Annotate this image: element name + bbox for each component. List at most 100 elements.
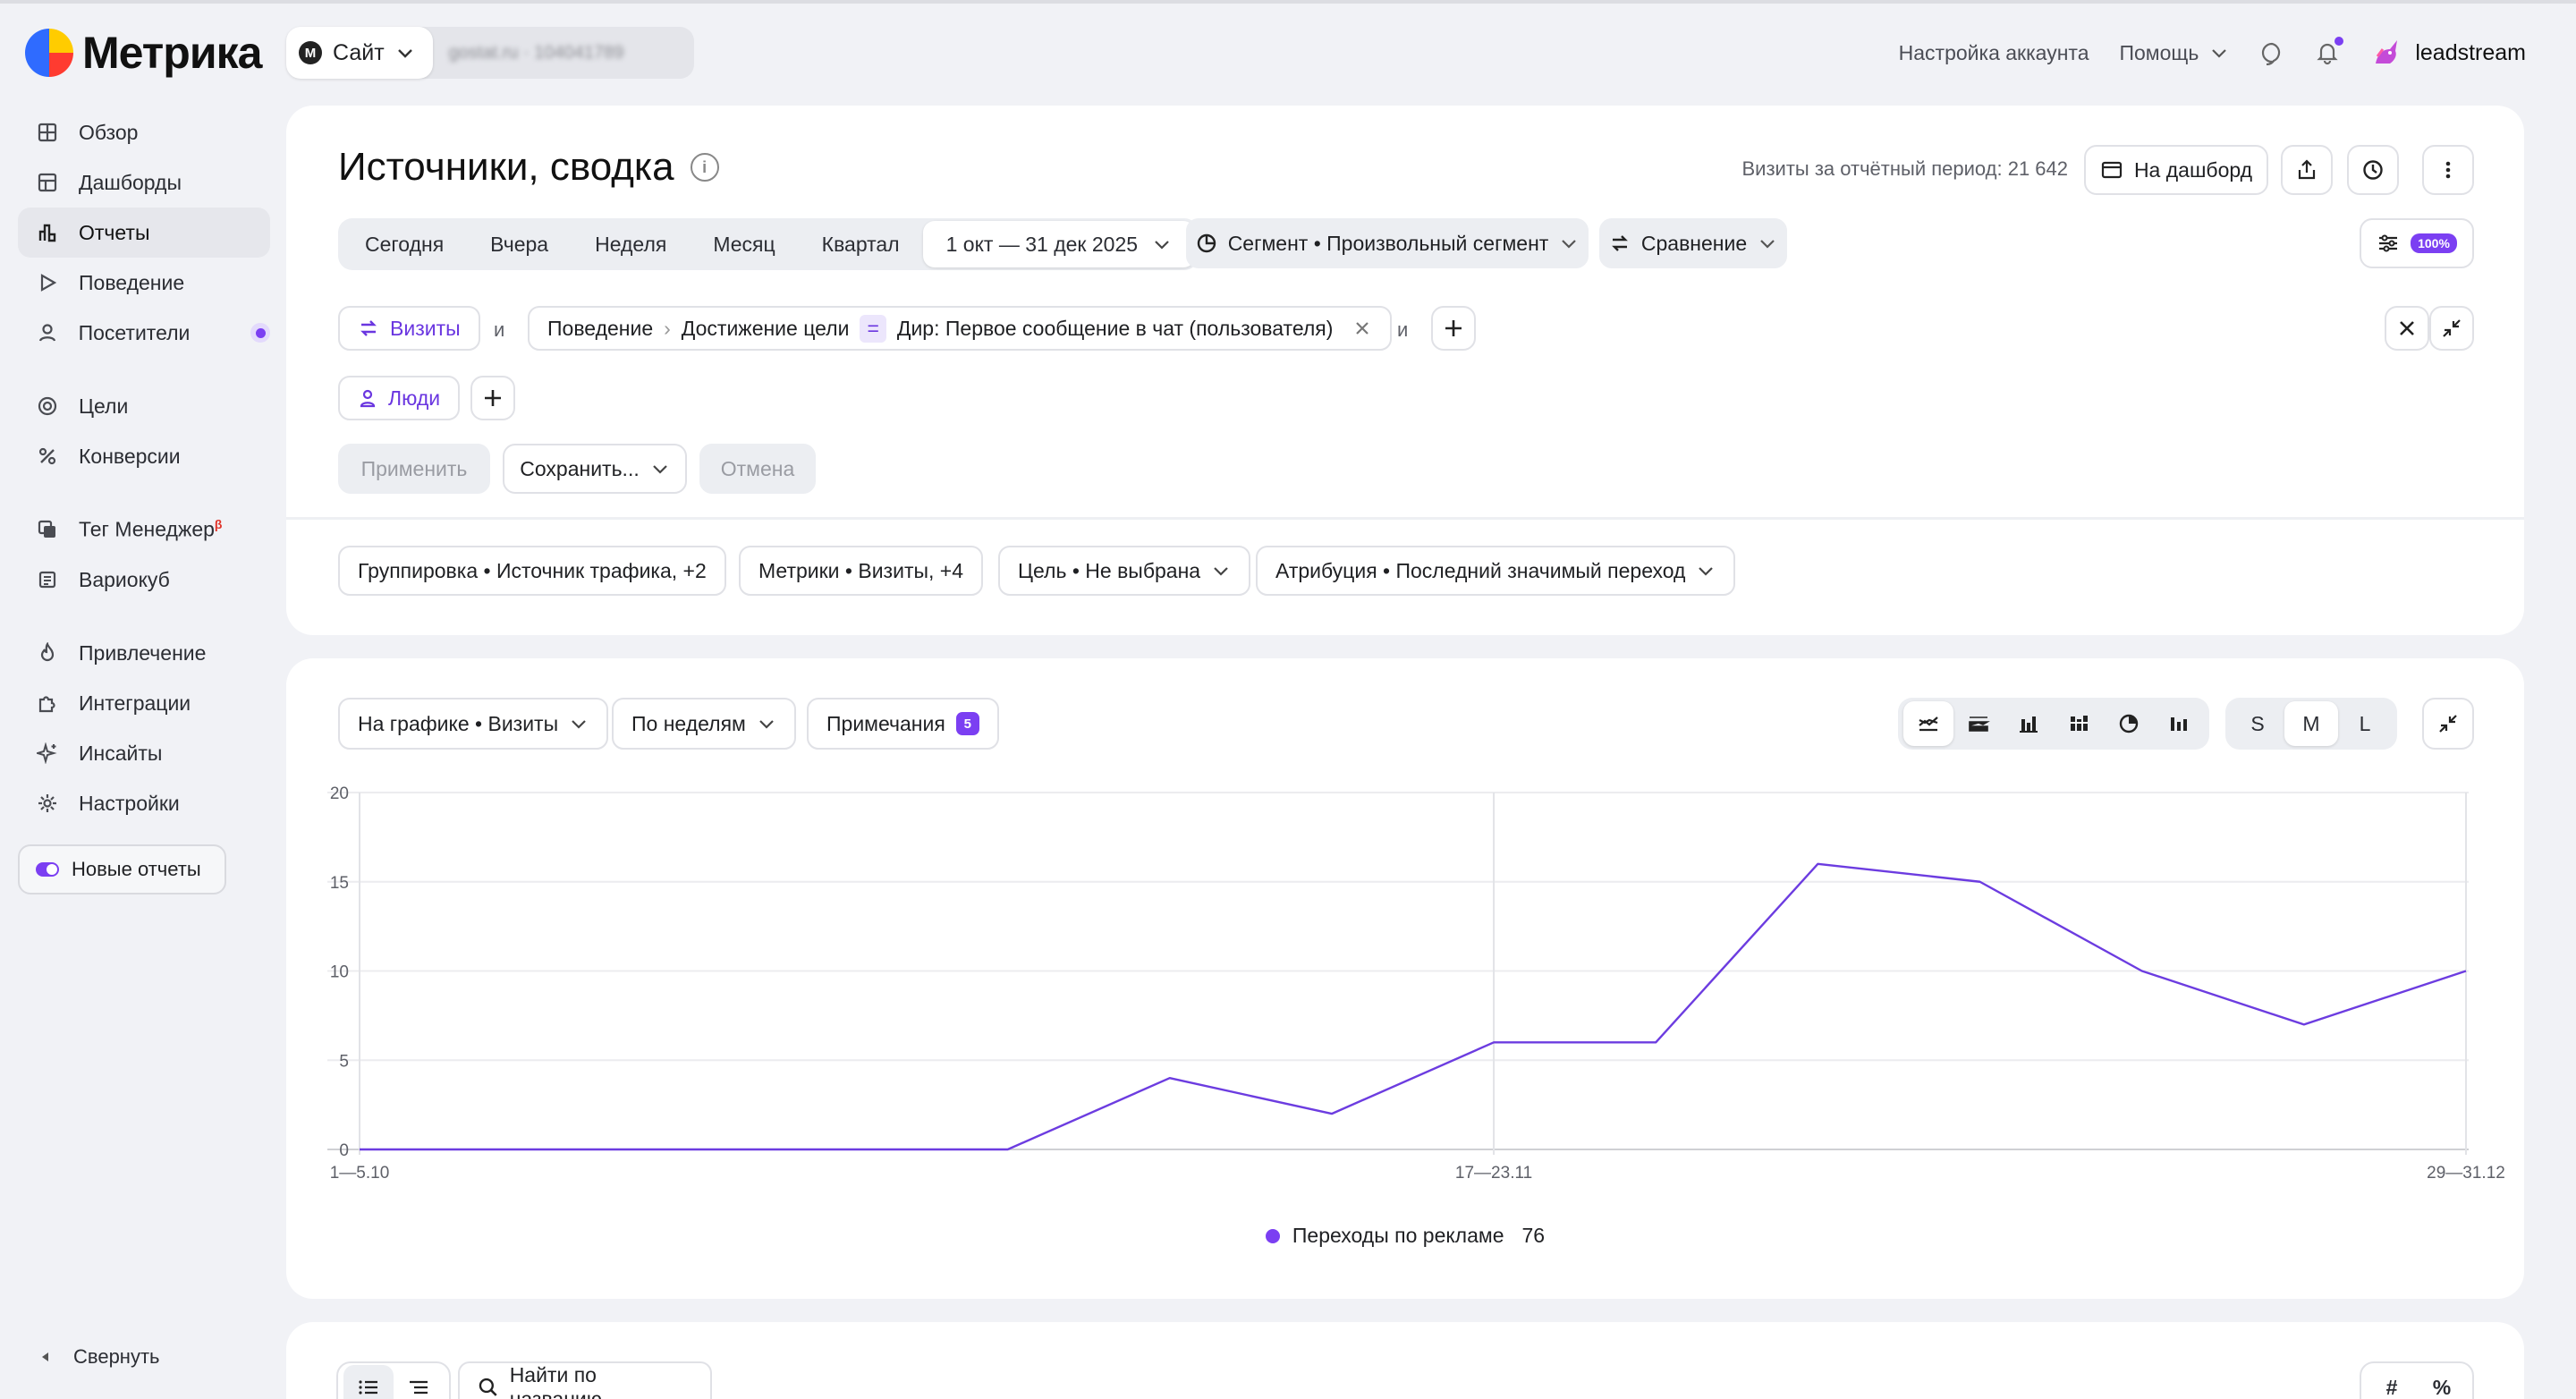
compare-arrows-icon <box>1611 235 1628 251</box>
sidebar-item-overview[interactable]: Обзор <box>18 107 270 157</box>
series-line <box>360 862 2467 1151</box>
play-icon <box>36 271 59 294</box>
attribution-select[interactable]: Атрибуция • Последний значимый переход <box>1256 546 1736 596</box>
sampling-button[interactable]: 100% <box>2360 218 2474 268</box>
target-icon <box>36 394 59 418</box>
close-icon[interactable] <box>1352 318 1372 338</box>
collapse-label: Свернуть <box>73 1345 160 1368</box>
clear-filters-button[interactable] <box>2385 306 2429 351</box>
sidebar-item-label: Отчеты <box>79 220 150 244</box>
sidebar-item-acquisition[interactable]: Привлечение <box>18 628 270 678</box>
user-menu[interactable]: leadstream <box>2370 37 2526 69</box>
y-tick-label: 20 <box>330 784 349 803</box>
chart-type-bar-button[interactable] <box>2004 701 2054 746</box>
chart-type-column-button[interactable] <box>2154 701 2204 746</box>
cancel-button[interactable]: Отмена <box>699 444 816 494</box>
collapse-sidebar-button[interactable]: Свернуть <box>39 1345 160 1369</box>
size-s-button[interactable]: S <box>2250 711 2265 735</box>
percent-values-button[interactable]: % <box>2432 1375 2452 1399</box>
sidebar-item-goals[interactable]: Цели <box>18 381 270 431</box>
dashboard-icon <box>2101 161 2123 179</box>
sidebar-item-behavior[interactable]: Поведение <box>18 258 270 308</box>
metrics-button[interactable]: Метрики • Визиты, +4 <box>739 546 984 596</box>
chevron-down-icon <box>2212 49 2227 58</box>
search-input[interactable]: Найти по названию <box>458 1361 712 1399</box>
filter-path-goal: Достижение цели <box>681 316 850 340</box>
to-dashboard-button[interactable]: На дашборд <box>2084 145 2268 195</box>
filter-operator[interactable]: = <box>860 314 886 343</box>
chat-icon[interactable] <box>2259 40 2284 65</box>
size-l-button[interactable]: L <box>2359 711 2371 735</box>
chart-type-line-button[interactable] <box>1903 701 1953 746</box>
info-icon[interactable]: i <box>690 153 719 182</box>
sidebar-item-integrations[interactable]: Интеграции <box>18 678 270 728</box>
line-chart[interactable]: 0 5 10 15 20 1—5.10 17—23.11 29—31.12 <box>286 658 2524 1299</box>
sidebar-item-tag-manager[interactable]: Тег Менеджерβ <box>18 504 270 555</box>
account-settings-link[interactable]: Настройка аккаунта <box>1898 40 2089 64</box>
collapse-chart-button[interactable] <box>2422 698 2474 750</box>
period-yesterday[interactable]: Вчера <box>490 232 549 256</box>
report-header-card: Источники, сводка i Визиты за отчётный п… <box>286 106 2524 635</box>
period-week[interactable]: Неделя <box>595 232 667 256</box>
granularity-select[interactable]: По неделям <box>612 698 796 750</box>
site-button[interactable]: M Сайт <box>286 27 433 79</box>
notes-count-badge: 5 <box>955 712 979 735</box>
chart-card: На графике • Визиты По неделям Примечани… <box>286 658 2524 1299</box>
sidebar-item-label: Цели <box>79 394 129 418</box>
chart-metric-label: На графике • Визиты <box>358 711 559 735</box>
column-chart-icon <box>2171 717 2187 731</box>
notifications-button[interactable] <box>2315 37 2344 65</box>
sidebar-item-dashboards[interactable]: Дашборды <box>18 157 270 208</box>
comparison-button[interactable]: Сравнение <box>1599 218 1787 268</box>
size-m-button[interactable]: M <box>2284 701 2338 746</box>
period-month[interactable]: Месяц <box>713 232 775 256</box>
sidebar-item-conversions[interactable]: Конверсии <box>18 431 270 481</box>
chart-type-pie-button[interactable] <box>2104 701 2154 746</box>
history-button[interactable] <box>2347 145 2399 195</box>
add-people-condition-button[interactable] <box>470 376 515 420</box>
chart-type-stacked-bar-button[interactable] <box>2054 701 2104 746</box>
divider <box>286 517 2524 520</box>
segment-label: Сегмент • Произвольный сегмент <box>1227 231 1549 255</box>
segment-button[interactable]: Сегмент • Произвольный сегмент <box>1186 218 1589 268</box>
export-button[interactable] <box>2281 145 2333 195</box>
tree-list-button[interactable] <box>394 1365 444 1399</box>
absolute-values-button[interactable]: # <box>2385 1375 2398 1399</box>
metrika-m-icon: M <box>299 41 322 64</box>
period-quarter[interactable]: Квартал <box>821 232 900 256</box>
help-menu[interactable]: Помощь <box>2119 41 2229 65</box>
apply-button[interactable]: Применить <box>338 444 490 494</box>
y-tick-label: 5 <box>339 1052 349 1071</box>
sidebar-item-visitors[interactable]: Посетители <box>18 308 270 358</box>
notification-dot <box>2334 37 2344 46</box>
save-button[interactable]: Сохранить... <box>503 444 687 494</box>
date-range-picker[interactable]: 1 окт — 31 дек 2025 <box>922 221 1196 267</box>
more-vertical-icon <box>2445 161 2451 179</box>
more-menu-button[interactable] <box>2422 145 2474 195</box>
people-label: Люди <box>388 386 441 410</box>
flat-list-button[interactable] <box>343 1365 394 1399</box>
period-today[interactable]: Сегодня <box>365 232 445 256</box>
notes-button[interactable]: Примечания 5 <box>807 698 999 750</box>
new-badge-icon <box>250 323 270 343</box>
goal-label: Цель • Не выбрана <box>1018 558 1201 582</box>
add-condition-button[interactable] <box>1431 306 1476 351</box>
collapse-arrows-icon <box>2443 319 2461 337</box>
filter-condition-chip[interactable]: Поведение › Достижение цели = Дир: Перво… <box>528 306 1393 351</box>
collapse-filters-button[interactable] <box>2429 306 2474 351</box>
sidebar-item-label: Инсайты <box>79 741 163 765</box>
filter-scope-visits[interactable]: Визиты <box>338 306 480 351</box>
filter-scope-people[interactable]: Люди <box>338 376 461 420</box>
chart-metric-select[interactable]: На графике • Визиты <box>338 698 609 750</box>
sidebar-item-settings[interactable]: Настройки <box>18 778 270 828</box>
goal-select[interactable]: Цель • Не выбрана <box>998 546 1251 596</box>
app-logo[interactable]: Метрика <box>25 27 262 79</box>
chart-type-area-button[interactable] <box>1953 701 2004 746</box>
new-reports-toggle[interactable]: Новые отчеты <box>18 844 226 895</box>
sidebar-item-variocube[interactable]: Вариокуб <box>18 555 270 605</box>
sidebar-item-reports[interactable]: Отчеты <box>18 208 270 258</box>
filter-scope-label: Визиты <box>390 316 461 340</box>
grouping-button[interactable]: Группировка • Источник трафика, +2 <box>338 546 726 596</box>
x-tick-label: 1—5.10 <box>330 1164 390 1183</box>
sidebar-item-insights[interactable]: Инсайты <box>18 728 270 778</box>
